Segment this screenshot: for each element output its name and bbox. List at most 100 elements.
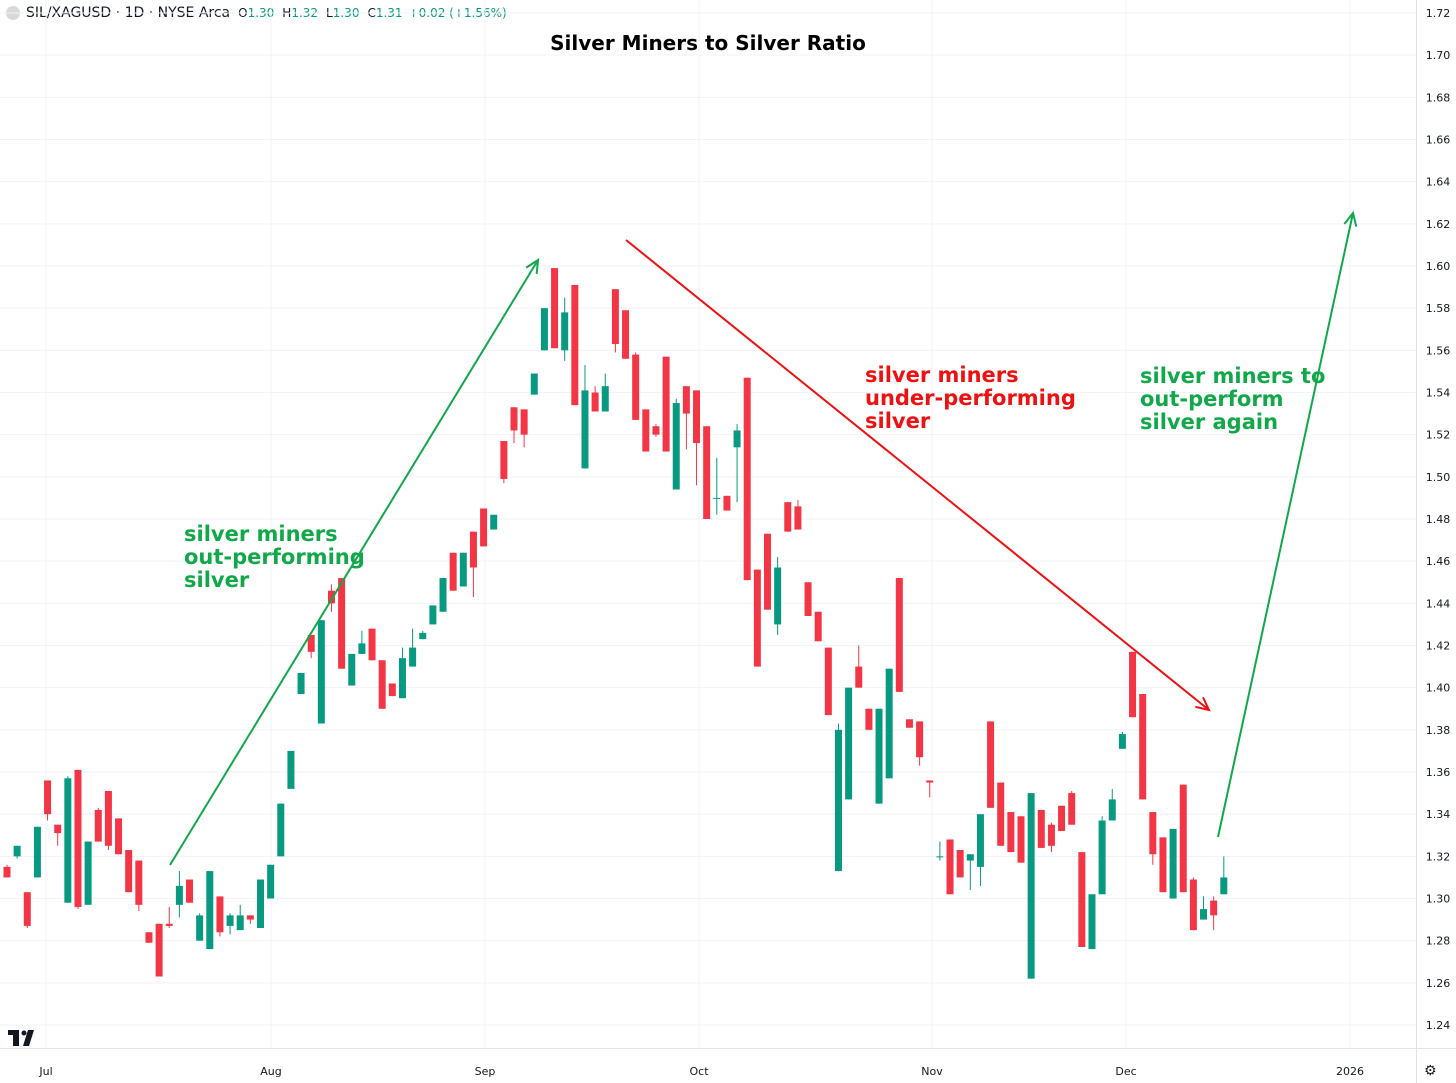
candle-body — [591, 392, 599, 412]
candle-body — [1068, 793, 1076, 825]
candle-body — [175, 885, 183, 905]
y-tick-label: 1.56 — [1426, 344, 1451, 357]
y-tick-label: 1.30 — [1426, 893, 1451, 906]
candle-body — [743, 377, 751, 581]
candle-body — [216, 896, 224, 933]
candle-body — [186, 879, 194, 903]
candle-body — [936, 856, 944, 858]
candle-body — [135, 860, 143, 905]
candle-body — [703, 426, 711, 519]
candle-body — [1149, 812, 1157, 855]
candle-body — [196, 915, 204, 941]
annotation-outperform-again: silver miners to out-perform silver agai… — [1140, 365, 1325, 434]
y-tick-label: 1.38 — [1426, 724, 1451, 737]
candle-body — [845, 687, 853, 800]
candle-body — [682, 386, 690, 414]
candle-body — [94, 809, 102, 842]
annotation-line: out-perform — [1140, 387, 1284, 411]
candle-body — [1189, 879, 1197, 931]
candle-body — [632, 354, 640, 420]
candle-body — [581, 390, 589, 469]
uptrend-arrow-shaft — [169, 259, 539, 866]
candle-body — [1108, 799, 1116, 821]
candle-body — [64, 778, 72, 903]
chart-title: Silver Miners to Silver Ratio — [550, 31, 866, 55]
projection-arrow-head — [1343, 210, 1358, 227]
candle-body — [165, 923, 173, 926]
y-tick-label: 1.50 — [1426, 471, 1451, 484]
candle-body — [611, 289, 619, 345]
candle-body — [855, 666, 863, 688]
y-tick-label: 1.26 — [1426, 977, 1451, 990]
y-tick-label: 1.54 — [1426, 387, 1451, 400]
y-tick-label: 1.46 — [1426, 555, 1451, 568]
candle-body — [469, 531, 477, 568]
uptrend-arrow-head — [525, 258, 540, 275]
candle-body — [206, 871, 214, 950]
candle-body — [561, 312, 569, 351]
candle-body — [865, 708, 873, 730]
x-tick-label: 2026 — [1336, 1065, 1364, 1078]
candle-body — [338, 578, 346, 669]
x-tick-label: Jul — [38, 1065, 52, 1078]
projection-arrow[interactable] — [1217, 210, 1358, 838]
candle-body — [804, 582, 812, 616]
candle-body — [1088, 894, 1096, 950]
y-tick-label: 1.72 — [1426, 7, 1451, 20]
candle-body — [115, 818, 123, 855]
candle-body — [1159, 837, 1167, 893]
candle-body — [1058, 805, 1066, 832]
candle-body — [500, 440, 508, 479]
candle-body — [916, 721, 924, 758]
candle-body — [1139, 693, 1147, 800]
candle-body — [1017, 816, 1025, 863]
x-tick-label: Aug — [260, 1065, 281, 1078]
uptrend-arrow[interactable] — [169, 258, 540, 866]
y-tick-label: 1.58 — [1426, 302, 1451, 315]
y-tick-label: 1.36 — [1426, 766, 1451, 779]
candle-body — [1220, 877, 1228, 895]
candle-body — [652, 426, 660, 435]
candle-body — [794, 506, 802, 530]
candle-body — [257, 879, 264, 929]
candle-body — [23, 892, 31, 926]
candle-body — [662, 356, 670, 452]
candle-body — [1047, 824, 1055, 846]
y-tick-label: 1.24 — [1426, 1019, 1451, 1032]
candle-body — [723, 495, 731, 511]
candle-body — [885, 668, 893, 779]
candle-body — [774, 567, 782, 625]
y-tick-label: 1.48 — [1426, 513, 1451, 526]
candle-body — [540, 308, 548, 351]
annotation-line: silver — [184, 568, 250, 592]
candle-body — [987, 721, 995, 808]
settings-gear-icon[interactable]: ⚙ — [1424, 1062, 1437, 1078]
annotation-line: out-performing — [184, 545, 365, 569]
x-tick-label: Oct — [689, 1065, 709, 1078]
candle-body — [368, 628, 376, 661]
tradingview-logo-icon[interactable] — [8, 1030, 38, 1046]
candle-body — [1027, 793, 1035, 979]
candle-body — [378, 660, 386, 709]
candle-body — [824, 647, 832, 716]
candle-body — [490, 514, 498, 530]
candle-body — [358, 643, 366, 654]
candle-body — [267, 864, 275, 899]
y-tick-label: 1.70 — [1426, 49, 1451, 62]
y-tick-label: 1.32 — [1426, 850, 1451, 863]
candle-body — [419, 632, 427, 640]
downtrend-arrow[interactable] — [625, 239, 1211, 712]
candle-body — [439, 578, 447, 612]
candle-body — [713, 497, 721, 499]
candle-body — [155, 923, 163, 977]
y-tick-label: 1.34 — [1426, 808, 1451, 821]
downtrend-arrow-head — [1195, 696, 1211, 712]
candle-body — [571, 284, 579, 406]
candle-body — [74, 769, 82, 907]
y-tick-label: 1.44 — [1426, 597, 1451, 610]
candle-body — [480, 508, 488, 547]
candle-body — [307, 634, 315, 652]
candle-body — [1129, 651, 1137, 718]
candle-body — [875, 708, 883, 804]
